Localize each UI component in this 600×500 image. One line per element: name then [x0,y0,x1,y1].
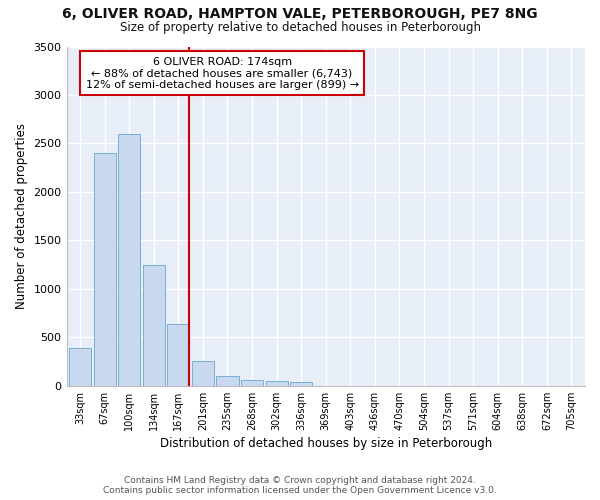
Text: 6 OLIVER ROAD: 174sqm
← 88% of detached houses are smaller (6,743)
12% of semi-d: 6 OLIVER ROAD: 174sqm ← 88% of detached … [86,56,359,90]
Text: Size of property relative to detached houses in Peterborough: Size of property relative to detached ho… [119,21,481,34]
Bar [69,348,91,386]
Bar [192,360,214,386]
Text: Contains HM Land Registry data © Crown copyright and database right 2024.
Contai: Contains HM Land Registry data © Crown c… [103,476,497,495]
Bar [118,134,140,386]
Bar [241,380,263,386]
Bar [266,381,287,386]
X-axis label: Distribution of detached houses by size in Peterborough: Distribution of detached houses by size … [160,437,492,450]
Y-axis label: Number of detached properties: Number of detached properties [15,123,28,309]
Bar [290,382,312,386]
Bar [143,264,165,386]
Bar [167,324,190,386]
Bar [94,153,116,386]
Text: 6, OLIVER ROAD, HAMPTON VALE, PETERBOROUGH, PE7 8NG: 6, OLIVER ROAD, HAMPTON VALE, PETERBOROU… [62,8,538,22]
Bar [217,376,239,386]
